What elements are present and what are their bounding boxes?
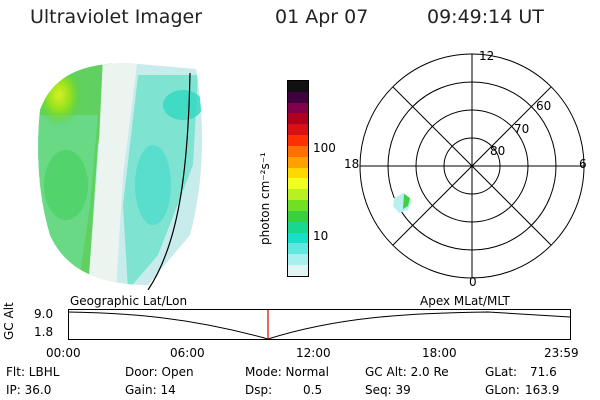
ip-info: IP: 36.0: [6, 383, 52, 397]
altitude-ytick-9: 9.0: [34, 307, 54, 321]
polar-plot: 12 18 6 0 60 70 80: [344, 49, 587, 288]
mlat-label-70: 70: [514, 122, 529, 136]
xtick-06-00: 06:00: [170, 346, 205, 360]
xtick-12-00: 12:00: [296, 346, 331, 360]
colorbar-tick-10: 10: [313, 229, 329, 243]
xtick-18-00: 18:00: [422, 346, 457, 360]
altitude-ytick-1-8: 1.8: [34, 325, 54, 339]
glat-label: GLat:: [485, 365, 518, 379]
apex-coords-label: Apex MLat/MLT: [420, 294, 510, 308]
glon-label: GLon:: [485, 383, 520, 397]
time-label: 09:49:14 UT: [427, 6, 544, 28]
altitude-curve: [68, 311, 571, 340]
colorbar-segment: [288, 124, 308, 136]
footprint-patch: [393, 193, 412, 213]
image-disk: [38, 63, 203, 285]
terminator-line: [147, 72, 191, 290]
auroral-image: [38, 63, 203, 290]
mlat-label-60: 60: [536, 99, 551, 113]
colorbar-segment: [288, 254, 308, 266]
colorbar-unit-label: photon cm⁻²s⁻¹: [258, 152, 272, 245]
colorbar: [287, 80, 309, 277]
colorbar-segment: [288, 113, 308, 125]
geographic-coords-label: Geographic Lat/Lon: [70, 294, 188, 308]
colorbar-tick-100: 100: [313, 141, 336, 155]
seq-info: Seq: 39: [365, 383, 411, 397]
colorbar-segment: [288, 243, 308, 255]
colorbar-segment: [288, 81, 308, 92]
glon-value: 163.9: [525, 383, 560, 397]
door-info: Door: Open: [125, 365, 194, 379]
colorbar-segment: [288, 91, 308, 103]
altitude-plot-frame: [68, 309, 571, 340]
mlt-label-12: 12: [479, 49, 494, 63]
mlt-label-18: 18: [344, 157, 359, 171]
gain-info: Gain: 14: [125, 383, 176, 397]
colorbar-segment: [288, 178, 308, 190]
mlt-label-6: 6: [579, 157, 587, 171]
xtick-00-00: 00:00: [46, 346, 81, 360]
altitude-ylabel: GC Alt: [2, 302, 16, 340]
mlt-diagonal-2: [392, 86, 552, 246]
colorbar-segment: [288, 135, 308, 146]
altitude-plot: [68, 309, 571, 340]
glat-value: 71.6: [530, 365, 557, 379]
instrument-title: Ultraviolet Imager: [30, 6, 203, 28]
mlt-label-0: 0: [469, 275, 477, 288]
colorbar-segment: [288, 265, 308, 276]
colorbar-segment: [288, 156, 308, 168]
colorbar-segment: [288, 221, 308, 233]
gc-alt-info: GC Alt: 2.0 Re: [365, 365, 449, 379]
filter-info: Flt: LBHL: [6, 365, 60, 379]
mode-info: Mode: Normal: [245, 365, 329, 379]
dsp-label: Dsp:: [245, 383, 273, 397]
colorbar-segment: [288, 200, 308, 211]
colorbar-segment: [288, 210, 308, 222]
colorbar-segment: [288, 167, 308, 179]
mlat-label-80: 80: [490, 144, 505, 158]
date-label: 01 Apr 07: [275, 6, 369, 28]
colorbar-segment: [288, 145, 308, 157]
dsp-value: 0.5: [303, 383, 323, 397]
xtick-23-59: 23:59: [544, 346, 579, 360]
colorbar-segment: [288, 232, 308, 244]
colorbar-segment: [288, 189, 308, 201]
colorbar-segment: [288, 102, 308, 114]
